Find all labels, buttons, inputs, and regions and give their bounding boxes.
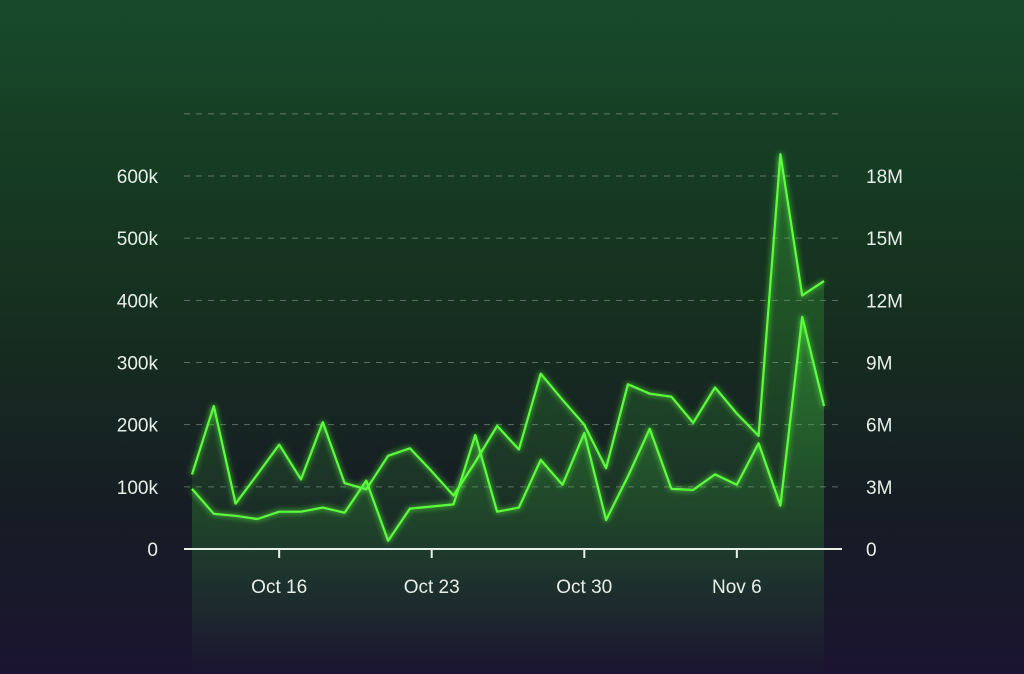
series-lines (190, 153, 826, 542)
x-tick-label: Oct 23 (404, 577, 460, 598)
x-tick-label: Nov 6 (712, 577, 762, 598)
y-right-tick-label: 3M (866, 478, 892, 499)
y-right-tick-label: 15M (866, 229, 903, 250)
y-right-tick-label: 18M (866, 167, 903, 188)
y-left-tick-label: 400k (117, 291, 159, 312)
gridlines (184, 113, 842, 488)
y-axis-left: 0 100k 200k 300k 400k 500k 600k (117, 167, 159, 561)
series-line-1 (190, 153, 825, 505)
area-fills (192, 154, 824, 674)
series-line-2 (191, 315, 826, 542)
y-left-tick-label: 100k (117, 478, 159, 499)
x-tick-label: Oct 30 (556, 577, 612, 598)
y-right-tick-label: 6M (866, 416, 892, 437)
y-axis-right: 0 3M 6M 9M 12M 15M 18M (866, 167, 903, 561)
y-left-tick-label: 0 (147, 540, 158, 561)
y-right-tick-label: 12M (866, 291, 903, 312)
y-left-tick-label: 200k (117, 416, 159, 437)
y-left-tick-label: 500k (117, 229, 159, 250)
x-axis-labels: Oct 16 Oct 23 Oct 30 Nov 6 (251, 577, 761, 598)
y-left-tick-label: 300k (117, 354, 159, 375)
y-right-tick-label: 9M (866, 354, 892, 375)
x-tick-label: Oct 16 (251, 577, 307, 598)
series-area-2 (192, 316, 824, 674)
x-axis (184, 548, 842, 558)
y-left-tick-label: 600k (117, 167, 159, 188)
y-right-tick-label: 0 (866, 540, 877, 561)
